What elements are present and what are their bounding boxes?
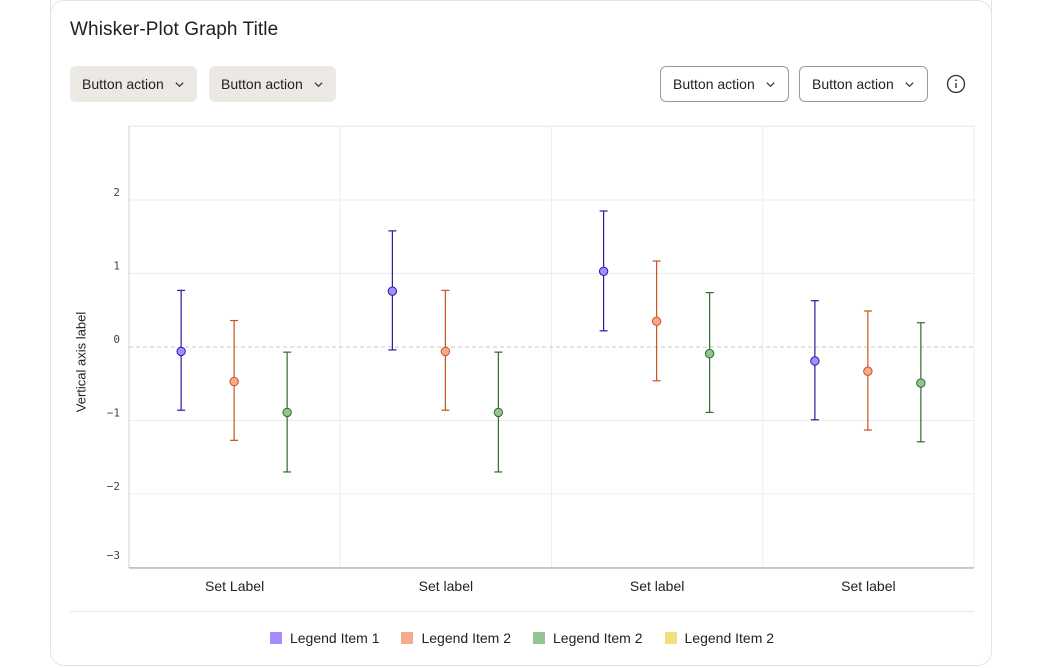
button-label: Button action (82, 76, 164, 92)
mean-point (387, 286, 398, 296)
chart-card (50, 0, 992, 666)
filter-button-1[interactable]: Button action (70, 66, 197, 102)
chevron-down-icon (905, 81, 914, 87)
chevron-down-icon (314, 81, 323, 87)
legend-swatch (664, 632, 677, 644)
legend-label: Legend Item 2 (684, 630, 775, 646)
mean-point (282, 407, 292, 418)
button-label: Button action (221, 76, 303, 92)
legend-item: Legend Item 2 (664, 630, 775, 646)
chart-title: Whisker-Plot Graph Title (70, 19, 279, 40)
chevron-down-icon (175, 81, 184, 87)
mean-point (176, 346, 186, 357)
legend-swatch (401, 632, 414, 644)
legend-label: Legend Item 2 (421, 630, 511, 646)
x-category-label: Set label (630, 578, 684, 594)
legend-label: Legend Item 2 (553, 630, 643, 646)
action-button-2[interactable]: Button action (799, 66, 928, 102)
legend-label: Legend Item 1 (289, 630, 380, 646)
mean-point (598, 266, 609, 276)
legend-item: Legend Item 1 (269, 630, 380, 646)
legend-swatch (533, 632, 545, 644)
x-category-label: Set label (419, 578, 473, 594)
mean-point (810, 356, 820, 366)
filter-button-2[interactable]: Button action (209, 66, 336, 102)
mean-point (440, 346, 451, 357)
y-tick-label: 1 (113, 260, 120, 273)
mean-point (863, 366, 873, 376)
mean-point (916, 378, 926, 388)
mean-point (651, 316, 662, 326)
chevron-down-icon (766, 81, 775, 87)
legend: Legend Item 1 Legend Item 2 Legend Item 2 L… (0, 630, 1044, 646)
button-label: Button action (812, 76, 894, 92)
info-icon[interactable] (946, 74, 966, 94)
y-tick-label: −2 (107, 480, 120, 493)
x-category-label: Set label (841, 578, 895, 594)
x-category-label: Set Label (205, 578, 264, 594)
y-tick-label: −1 (107, 407, 120, 420)
action-button-1[interactable]: Button action (660, 66, 789, 102)
legend-item: Legend Item 2 (401, 630, 511, 646)
mean-point (229, 376, 239, 387)
legend-swatch (269, 632, 282, 644)
y-tick-label: 0 (113, 333, 120, 346)
y-tick-label: 2 (113, 186, 120, 199)
mean-point (493, 407, 504, 418)
legend-item: Legend Item 2 (533, 630, 643, 646)
y-tick-label: −3 (107, 549, 120, 562)
mean-point (704, 348, 715, 359)
button-label: Button action (673, 76, 755, 92)
legend-divider (70, 611, 974, 612)
